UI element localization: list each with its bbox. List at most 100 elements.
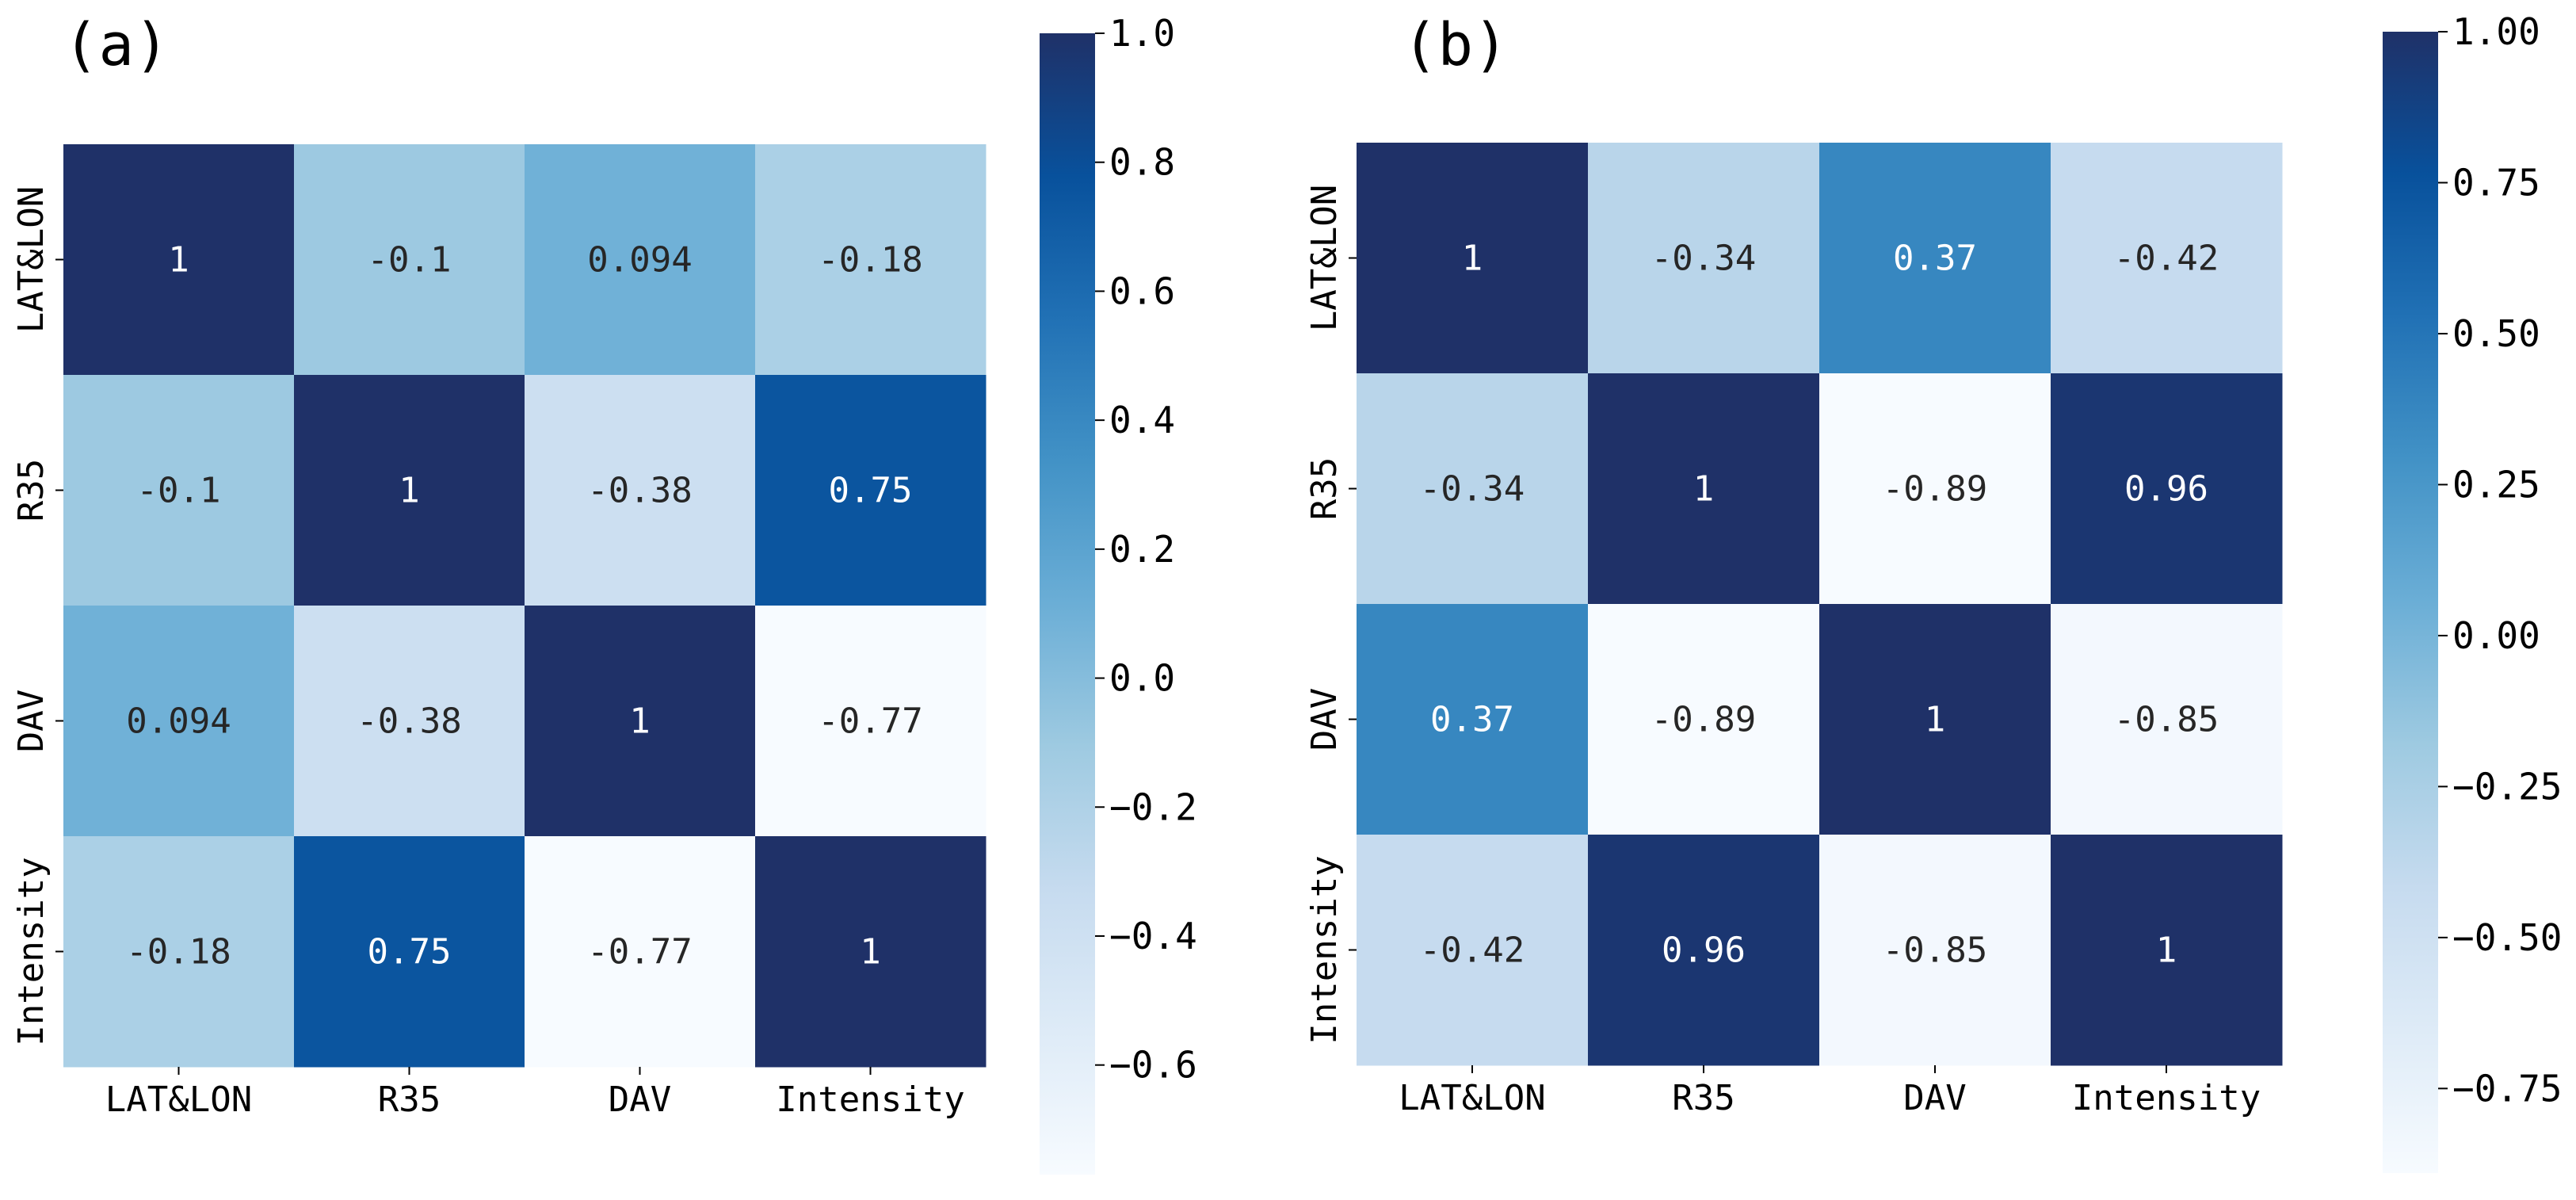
heatmap-cell [63,836,295,1068]
y-tick-label-r35: R35 [11,459,52,522]
colorbar-tick-label: 0.00 [2452,614,2540,657]
heatmap-cell [755,836,987,1068]
cell-annotation: 1 [860,932,881,973]
colorbar-tick-label: 0.8 [1109,141,1175,184]
heatmap-cell [2051,143,2283,374]
heatmap-panel-a: (a) 1 -0.1 0.094 -0.18 -0.1 1 -0.38 0.75 0.094 -0.… [11,11,1197,1175]
heatmap-cell [2051,373,2283,605]
y-tick-label-dav: DAV [11,690,52,752]
colorbar-tick-label: 0.2 [1109,528,1175,571]
cell-annotation: -0.85 [1883,931,1987,971]
x-tick-label-intensity: Intensity [776,1080,964,1120]
heatmap-panel-b: (b) 1 -0.34 0.37 -0.42 -0.34 1 -0.89 0.96 0.37 -0.… [1304,10,2562,1173]
colorbar-tick-label: 0.25 [2452,463,2540,506]
cell-annotation: -0.42 [2114,239,2219,279]
cell-annotation: -0.77 [587,932,692,973]
heatmap-cell [525,606,756,837]
cell-annotation: -0.34 [1651,239,1756,279]
x-tick-label-dav: DAV [609,1080,671,1120]
cell-annotation: -0.89 [1883,469,1987,510]
cell-annotation: -0.1 [137,471,221,511]
colorbar-tick-label: 1.0 [1109,12,1175,55]
y-tick-label-intensity: Intensity [1304,855,1345,1044]
heatmap-cell [1819,143,2051,374]
panel-label: (b) [1402,11,1509,79]
cell-annotation: -0.18 [126,932,231,973]
heatmap-cell [1357,143,1589,374]
cell-annotation: 1 [168,240,189,281]
y-tick-label-dav: DAV [1304,688,1345,751]
cell-annotation: 1 [1462,239,1483,279]
heatmap-cell [63,375,295,606]
heatmap-cell [63,144,295,376]
colorbar-tick-label: −0.75 [2452,1067,2562,1110]
colorbar-tick-label: −0.4 [1109,915,1197,957]
cell-annotation: 0.094 [126,701,231,742]
x-tick-label-lat-lon: LAT&LON [1399,1078,1545,1118]
cell-annotation: 0.37 [1430,700,1514,740]
cell-annotation: -0.42 [1420,931,1525,971]
x-tick-label-intensity: Intensity [2072,1078,2261,1118]
colorbar-tick-label: 0.6 [1109,269,1175,312]
cell-annotation: -0.18 [818,240,922,281]
heatmap-cell [1819,604,2051,835]
cell-annotation: 0.96 [2124,469,2208,510]
colorbar-tick-label: −0.50 [2452,916,2562,959]
colorbar-tick-label: 0.75 [2452,161,2540,204]
cell-annotation: -0.34 [1420,469,1525,510]
heatmap-cell [1819,835,2051,1066]
cell-annotation: -0.38 [357,701,461,742]
heatmap-cell [755,606,987,837]
cell-annotation: 1 [629,701,651,742]
colorbar-tick-label: 0.4 [1109,399,1175,441]
heatmap-cell [525,375,756,606]
heatmap-cell [1819,373,2051,605]
heatmap-cell [1357,604,1589,835]
x-tick-label-r35: R35 [378,1080,441,1120]
y-tick-label-r35: R35 [1304,457,1345,520]
heatmap-cell [1588,604,1820,835]
heatmap-cell [755,144,987,376]
heatmap-cell [1357,373,1589,605]
heatmap-cell [294,375,525,606]
colorbar-tick-label: −0.2 [1109,785,1197,828]
heatmap-cell [525,836,756,1068]
heatmap-cell [2051,835,2283,1066]
cell-annotation: 0.094 [587,240,692,281]
colorbar-tick-label: −0.6 [1109,1044,1197,1087]
cell-annotation: 0.37 [1893,239,1977,279]
x-tick-label-r35: R35 [1672,1078,1735,1118]
colorbar-tick-label: 0.0 [1109,657,1175,700]
heatmap-cell [755,375,987,606]
heatmap-cell [2051,604,2283,835]
colorbar-tick-label: −0.25 [2452,765,2562,808]
colorbar [1040,33,1095,1175]
heatmap-cell [1357,835,1589,1066]
y-tick-label-lat-lon: LAT&LON [1304,185,1345,331]
colorbar-tick-label: 0.50 [2452,312,2540,355]
panel-label: (a) [63,11,170,79]
x-tick-label-dav: DAV [1903,1078,1966,1118]
cell-annotation: -0.1 [368,240,452,281]
cell-annotation: -0.85 [2114,700,2219,740]
heatmap-cell [525,144,756,376]
cell-annotation: -0.38 [587,471,692,511]
colorbar-tick-label: 1.00 [2452,10,2540,53]
heatmap-cell [1588,143,1820,374]
cell-annotation: 1 [1693,469,1715,510]
y-tick-label-intensity: Intensity [11,857,52,1045]
heatmap-cell [1588,835,1820,1066]
colorbar [2383,32,2438,1173]
x-tick-label-lat-lon: LAT&LON [105,1080,252,1120]
heatmap-cell [1588,373,1820,605]
heatmap-cell [294,144,525,376]
cell-annotation: 0.75 [829,471,913,511]
cell-annotation: 0.96 [1662,931,1746,971]
cell-annotation: 1 [1925,700,1946,740]
y-tick-label-lat-lon: LAT&LON [11,186,52,333]
heatmap-cell [63,606,295,837]
cell-annotation: -0.89 [1651,700,1756,740]
cell-annotation: 1 [399,471,420,511]
heatmap-cell [294,606,525,837]
